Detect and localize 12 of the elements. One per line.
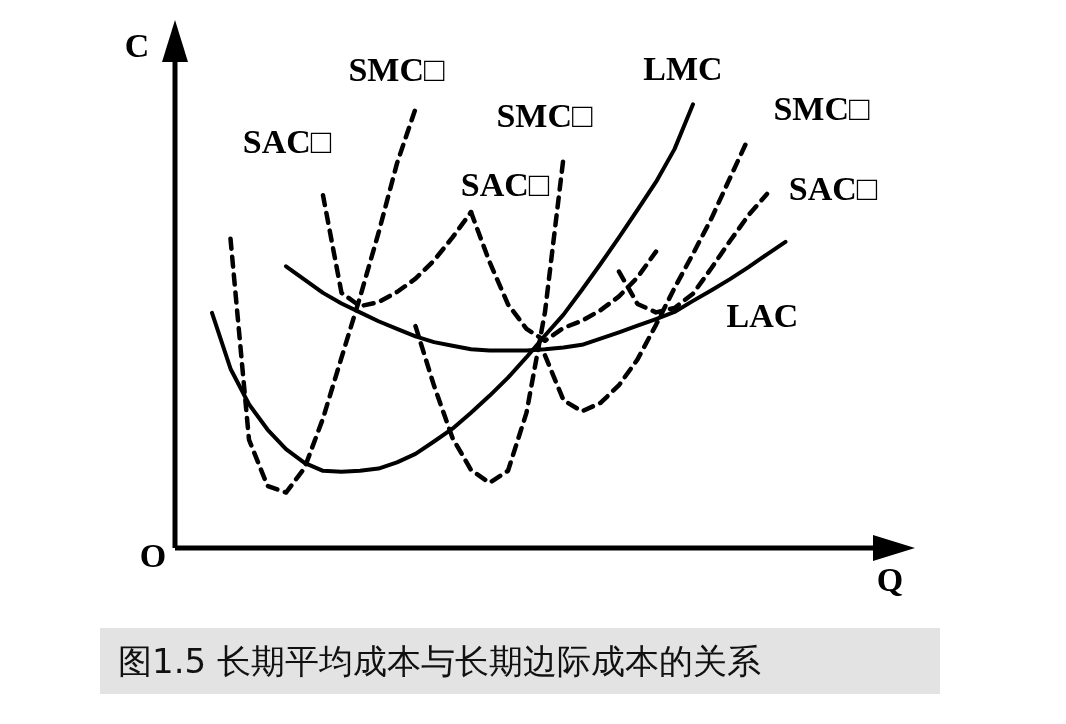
series-label: LMC [643,50,723,88]
series-label: LAC [726,296,799,334]
series-label: SAC□ [242,123,332,161]
annotation: O [139,536,167,574]
series-label: SMC□ [496,97,594,135]
series-label: SAC□ [460,165,550,203]
series-label: SMC□ [773,89,871,127]
y-axis-title: C [124,26,150,64]
series-label: SMC□ [348,50,446,88]
x-axis-title: Q [876,560,904,598]
series-label: SAC□ [788,169,878,207]
text: 图1.5 长期平均成本与长期边际成本的关系 [100,628,940,694]
